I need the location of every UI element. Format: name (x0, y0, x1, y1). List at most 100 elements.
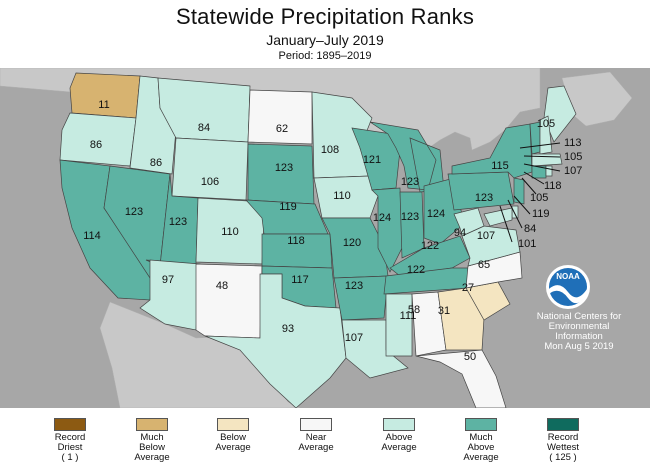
map-panel: 11 86 114 86 123 84 106 123 97 110 48 62 123 119 118 11… (0, 68, 650, 408)
us-map: 11 86 114 86 123 84 106 123 97 110 48 62 123 119 118 11… (0, 68, 633, 408)
credit-line-3: Information (555, 331, 603, 342)
legend-swatch (54, 418, 86, 431)
rank-label-ks: 118 (287, 235, 305, 247)
rank-label-al: 58 (408, 304, 420, 316)
rank-label-ok: 117 (291, 274, 309, 286)
legend-label: Much Above Average (463, 432, 499, 463)
state-sd (247, 143, 315, 205)
noaa-logo: NOAA (546, 265, 590, 309)
legend-item-much-above: Much Above Average (441, 418, 521, 463)
legend-swatch (300, 418, 332, 431)
state-wv (453, 207, 485, 237)
rank-label-tn: 122 (407, 264, 425, 276)
rank-label-co: 110 (221, 226, 239, 238)
state-md (483, 207, 513, 227)
rank-label-ri: 105 (530, 192, 548, 204)
callout-line-ct (523, 171, 545, 185)
map-subtitle: January–July 2019 (266, 32, 384, 48)
legend-item-record-wettest: Record Wettest ( 125 ) (523, 418, 603, 463)
rank-label-me: 105 (537, 118, 555, 130)
legend-item-below: Below Average (193, 418, 273, 453)
rank-label-mo: 120 (343, 237, 361, 249)
states-layer (59, 72, 577, 408)
rank-label-wy: 106 (201, 176, 219, 188)
rank-label-vt: 113 (564, 137, 582, 149)
legend-item-near: Near Average (276, 418, 356, 453)
legend-label: Near Average (298, 432, 334, 453)
noaa-logo-text: NOAA (556, 272, 580, 281)
rank-label-va: 107 (477, 230, 495, 242)
rank-label-mt: 84 (198, 122, 210, 134)
labels-layer: 11 86 114 86 123 84 106 123 97 110 48 62 123 119 118 11… (83, 99, 555, 363)
rank-label-or: 86 (90, 139, 102, 151)
credit-line-2: Environmental (548, 321, 610, 332)
rank-label-nv: 123 (125, 206, 143, 218)
callout-line-de (507, 199, 523, 229)
rank-label-mi: 123 (401, 176, 419, 188)
rank-label-fl: 50 (464, 351, 476, 363)
callout-line-vt (519, 142, 561, 149)
state-wa (69, 72, 141, 119)
rank-label-ky: 122 (421, 240, 439, 252)
rank-label-wv: 94 (454, 227, 466, 239)
rank-label-wi: 121 (363, 154, 381, 166)
state-me (543, 85, 577, 143)
rank-label-ca: 114 (83, 230, 101, 242)
legend-item-much-below: Much Below Average (112, 418, 192, 463)
state-nm (195, 263, 263, 339)
credit-line-1: National Centers for (536, 311, 622, 322)
rank-label-ms: 111 (400, 310, 417, 322)
rank-label-az: 97 (162, 274, 174, 286)
state-tx (204, 273, 347, 408)
legend-label: Much Below Average (134, 432, 170, 463)
rank-label-ar: 123 (345, 280, 363, 292)
state-nd (247, 89, 313, 145)
credit-line-4: Mon Aug 5 2019 (544, 341, 614, 352)
mexico-land (99, 301, 301, 408)
callout-line-nh (523, 155, 561, 158)
rank-label-oh: 124 (427, 208, 445, 220)
state-ct (531, 165, 547, 179)
rank-label-il: 124 (373, 212, 391, 224)
legend-swatch (383, 418, 415, 431)
state-or (59, 112, 137, 167)
legend-label: Record Driest ( 1 ) (54, 432, 86, 463)
legend-label: Record Wettest ( 125 ) (546, 432, 580, 463)
rank-label-sc: 27 (462, 282, 474, 294)
state-nj (513, 177, 525, 205)
legend-item-record-driest: Record Driest ( 1 ) (30, 418, 110, 463)
legend-item-above: Above Average (359, 418, 439, 453)
rank-label-ut: 123 (169, 216, 187, 228)
rank-label-in: 123 (401, 211, 419, 223)
rank-label-ia: 110 (333, 190, 351, 202)
rank-label-nm: 48 (216, 280, 228, 292)
state-fl (415, 349, 507, 408)
state-ri (545, 165, 553, 177)
state-ma (531, 153, 563, 167)
rank-label-mn: 108 (321, 144, 339, 156)
state-ia (313, 175, 379, 219)
state-ga (437, 287, 485, 351)
state-il (371, 187, 403, 273)
rank-label-ma: 107 (564, 165, 582, 177)
rank-label-ga: 31 (438, 305, 450, 317)
state-wy (171, 137, 249, 201)
rank-label-ct: 118 (544, 180, 562, 192)
rank-label-id: 86 (150, 157, 162, 169)
map-title: Statewide Precipitation Ranks (175, 4, 475, 29)
legend-swatch (217, 418, 249, 431)
legend-swatch (547, 418, 579, 431)
callout-line-nj (513, 195, 531, 215)
callout-line-md (499, 205, 513, 243)
rank-label-tx: 93 (282, 323, 294, 335)
rank-label-nj: 119 (532, 208, 550, 220)
map-legend: Record Driest ( 1 ) Much Below Average Bel… (0, 418, 650, 475)
callout-line-ma (523, 163, 561, 172)
rank-label-wa: 11 (98, 99, 109, 111)
rank-label-nh: 105 (564, 151, 582, 163)
noaa-credit: National Centers for Environmental Infor… (524, 312, 634, 352)
rank-label-pa: 123 (475, 192, 493, 204)
rank-label-ny: 115 (491, 160, 509, 172)
legend-swatch (465, 418, 497, 431)
